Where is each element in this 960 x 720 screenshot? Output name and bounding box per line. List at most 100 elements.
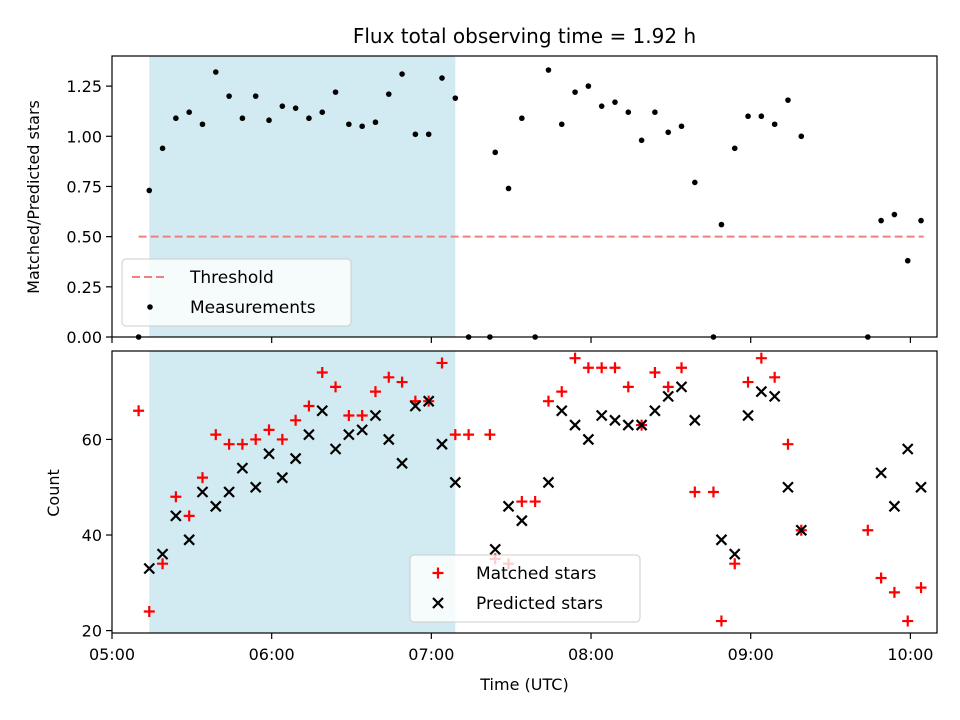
legend-threshold-label: Threshold <box>189 268 274 288</box>
bottom-series-0 <box>133 352 927 627</box>
bottom-series-1-point-2 <box>170 510 182 522</box>
chart-title: Flux total observing time = 1.92 h <box>353 24 696 48</box>
top-panel-plot: 0.00 0.25 0.50 0.75 1.00 1.25 Threshold Measure… <box>66 55 938 347</box>
bottom-series-1-point-20 <box>409 400 422 412</box>
bottom-series-1-point-3 <box>183 534 195 546</box>
x-tick-label-5: 10:00 <box>887 645 933 664</box>
top-series-0-point-41 <box>678 123 685 130</box>
bottom-series-0-point-14 <box>316 367 328 379</box>
bottom-series-0-point-3 <box>170 491 182 503</box>
top-series-0-point-20 <box>399 71 405 77</box>
bottom-series-0-point-41 <box>676 362 688 374</box>
bottom-series-1-point-21 <box>422 395 435 407</box>
legend-matched-label: Matched stars <box>476 564 596 584</box>
bottom-series-1-point-22 <box>436 438 448 450</box>
bottom-series-0-point-48 <box>769 371 781 383</box>
bottom-series-1-point-25 <box>502 500 515 513</box>
bottom-series-0-point-49 <box>782 438 794 450</box>
bottom-series-1-point-35 <box>649 404 661 417</box>
top-series-0-point-34 <box>585 83 592 89</box>
bottom-series-1-point-10 <box>276 471 289 484</box>
x-axis-label: Time (UTC) <box>479 675 568 694</box>
top-series-0-point-9 <box>252 93 259 99</box>
top-y-tick-label-1: 0.25 <box>66 278 102 297</box>
bottom-series-1-point-47 <box>888 500 901 513</box>
x-tick-label-3: 08:00 <box>568 645 614 664</box>
top-y-tick-label-5: 1.25 <box>66 77 102 96</box>
top-series-0-point-47 <box>758 113 765 120</box>
bottom-series-0-point-16 <box>343 410 355 422</box>
bottom-series-0-point-19 <box>383 371 395 383</box>
bottom-series-1-point-8 <box>249 481 262 493</box>
bottom-series-0-point-7 <box>223 438 235 450</box>
legend-predicted-swatch <box>432 597 444 609</box>
bottom-series-0-point-37 <box>622 381 634 393</box>
bottom-series-1-point-15 <box>343 428 355 441</box>
bottom-series-1-point-13 <box>316 404 329 417</box>
top-series-0-point-2 <box>159 145 166 152</box>
bottom-series-1-point-26 <box>516 514 528 527</box>
bottom-panel-plot: 20 40 60 05:00 06:00 07:00 08:00 09:00 10:00 Matc… <box>82 350 938 664</box>
x-tick-label-4: 09:00 <box>728 645 774 664</box>
top-series-0-point-31 <box>545 67 552 73</box>
top-series-0-point-18 <box>372 119 379 126</box>
top-series-0-point-10 <box>266 117 272 124</box>
bottom-axes-frame <box>111 350 938 634</box>
top-series-0-point-52 <box>878 217 884 224</box>
top-series-0-point-24 <box>452 95 459 101</box>
bottom-series-0-point-20 <box>396 376 408 388</box>
bottom-series-1-point-43 <box>768 390 781 403</box>
bottom-shaded-span <box>149 351 456 633</box>
bottom-series-0-point-4 <box>183 510 195 522</box>
bottom-series-1-point-49 <box>915 481 927 493</box>
bottom-series-0-point-8 <box>236 438 248 450</box>
bottom-series-0-point-36 <box>609 362 621 374</box>
top-series-0-point-32 <box>558 121 565 128</box>
top-legend-box <box>121 258 352 327</box>
bottom-series-1-point-9 <box>263 447 275 460</box>
bottom-series-0-point-31 <box>542 395 554 407</box>
bottom-series-0-point-43 <box>707 486 719 498</box>
bottom-series-1-point-6 <box>223 486 235 498</box>
bottom-series-0-point-2 <box>157 558 169 570</box>
top-series-0-point-23 <box>439 75 445 81</box>
bottom-series-1-point-33 <box>622 419 635 431</box>
bottom-series-1-point-17 <box>369 409 382 422</box>
legend-measurements-label: Measurements <box>190 298 316 318</box>
legend-matched-swatch <box>432 567 444 579</box>
bottom-series-0-point-15 <box>330 381 342 393</box>
bottom-series-1-point-7 <box>236 462 249 474</box>
top-series-0-point-38 <box>638 137 645 144</box>
bottom-series-1-point-5 <box>210 500 222 513</box>
top-series-0-point-19 <box>385 91 392 97</box>
top-legend: Threshold Measurements <box>121 258 352 327</box>
top-y-tick-label-0: 0.00 <box>66 328 102 347</box>
bottom-series-1-point-31 <box>595 409 608 422</box>
top-series-0-point-46 <box>745 113 751 120</box>
top-series-0-point-28 <box>505 185 512 192</box>
top-series-0-point-16 <box>346 121 352 128</box>
bottom-series-0-point-6 <box>210 429 222 441</box>
top-series-0-point-17 <box>359 123 365 130</box>
bottom-y-tick-label-0: 20 <box>82 622 102 641</box>
top-series-0-point-55 <box>918 217 924 224</box>
top-series-0-point-21 <box>412 131 419 138</box>
top-series-0-point-22 <box>425 131 432 138</box>
top-series-0-point-42 <box>692 179 698 186</box>
x-tick-label-2: 07:00 <box>408 645 454 664</box>
top-series-0-point-35 <box>598 103 605 109</box>
bottom-series-0-point-5 <box>196 472 208 484</box>
bottom-series-0-point-51 <box>862 524 874 536</box>
top-series-0-point-50 <box>798 133 805 140</box>
top-y-axis-label: Matched/Predicted stars <box>24 100 43 294</box>
bottom-series-1-point-16 <box>356 424 368 436</box>
top-series-0-point-7 <box>226 93 232 99</box>
bottom-series-0-point-12 <box>290 414 302 426</box>
bottom-series-0-point-40 <box>662 381 674 393</box>
bottom-series-1-point-39 <box>715 534 728 546</box>
bottom-series-1-point-23 <box>449 476 462 489</box>
top-series-0-point-1 <box>146 187 153 194</box>
top-series-0-point-44 <box>718 221 725 228</box>
bottom-series-1-point-45 <box>795 524 808 537</box>
